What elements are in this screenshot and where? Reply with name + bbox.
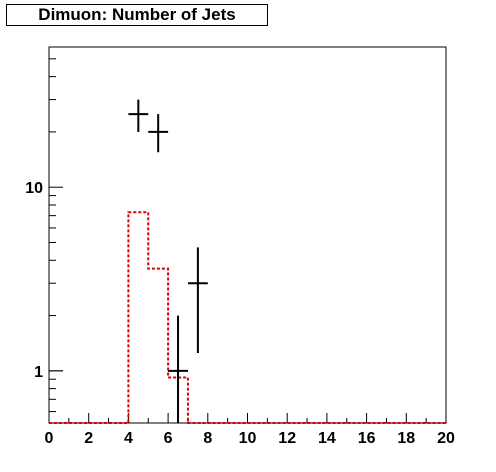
y-tick-label: 10 [25,180,43,197]
x-tick-label: 0 [45,430,54,447]
x-tick-label: 16 [358,430,376,447]
data-point [128,99,149,132]
x-tick-label: 6 [164,430,173,447]
axes [48,46,447,424]
mc-step-line [49,211,446,424]
x-tick-label: 4 [124,430,133,447]
data-point [187,247,208,354]
data-point [148,114,169,153]
tick-labels: 0 2 4 6 8 10 12 14 16 18 20 1 10 [25,180,455,447]
data-point [168,315,188,423]
x-tick-label: 18 [397,430,415,447]
x-tick-label: 14 [318,430,336,447]
mc-histogram-series [49,211,446,424]
x-tick-label: 12 [278,430,296,447]
data-points-series [128,99,208,423]
y-tick-label: 1 [34,364,43,381]
x-tick-label: 2 [84,430,93,447]
x-tick-label: 10 [239,430,257,447]
plot-frame [48,46,447,424]
x-tick-label: 20 [437,430,455,447]
chart-title: Dimuon: Number of Jets [6,4,268,26]
x-tick-label: 8 [203,430,212,447]
